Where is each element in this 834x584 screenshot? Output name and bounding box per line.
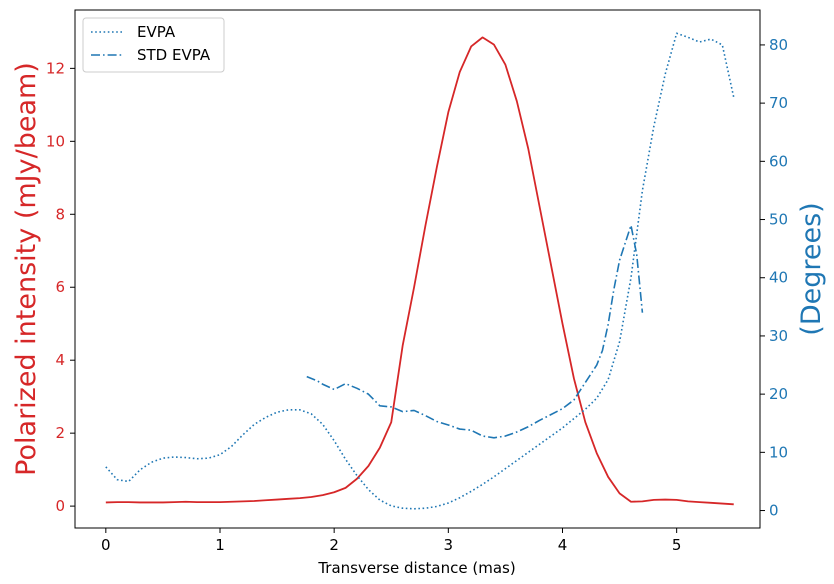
y-left-tick-label: 6: [55, 278, 65, 296]
series-line-std-evpa: [306, 224, 644, 439]
y-left-tick-label: 0: [55, 497, 65, 515]
x-tick-label: 5: [672, 536, 682, 554]
series-line-evpa: [105, 32, 735, 510]
y-left-axis-ticks: 0 2 4 6 8 10 12: [46, 59, 75, 515]
legend: EVPA STD EVPA: [82, 17, 225, 73]
x-axis-label: Transverse distance (mas): [317, 559, 515, 577]
y-right-tick-label: 40: [769, 269, 788, 287]
y-right-tick-label: 20: [769, 385, 788, 403]
legend-label-std-evpa: STD EVPA: [137, 46, 211, 64]
series-lines: [105, 32, 735, 510]
y-right-axis-label: (Degrees): [796, 202, 827, 335]
x-tick-label: 0: [101, 536, 111, 554]
y-left-axis-label: Polarized intensity (mJy/beam): [11, 62, 42, 476]
y-right-tick-label: 70: [769, 94, 788, 112]
y-left-tick-label: 2: [55, 424, 65, 442]
x-tick-label: 4: [558, 536, 568, 554]
y-right-tick-label: 10: [769, 443, 788, 461]
y-right-tick-label: 60: [769, 152, 788, 170]
x-tick-label: 2: [329, 536, 339, 554]
y-left-tick-label: 8: [55, 205, 65, 223]
x-tick-label: 3: [444, 536, 454, 554]
legend-label-evpa: EVPA: [137, 23, 176, 41]
y-right-tick-label: 80: [769, 36, 788, 54]
y-right-tick-label: 50: [769, 211, 788, 229]
y-right-tick-label: 0: [769, 502, 779, 520]
y-right-tick-label: 30: [769, 327, 788, 345]
y-left-tick-label: 10: [46, 132, 65, 150]
x-tick-label: 1: [215, 536, 225, 554]
y-left-tick-label: 4: [55, 351, 65, 369]
y-left-tick-label: 12: [46, 59, 65, 77]
x-axis-ticks: 0 1 2 3 4 5: [101, 528, 681, 554]
series-line-intensity: [105, 36, 734, 506]
legend-frame: [82, 17, 225, 73]
plot-frame: [74, 9, 761, 529]
y-right-axis-ticks: 0 10 20 30 40 50 60 70 80: [760, 36, 788, 520]
plot-area: [74, 9, 761, 529]
